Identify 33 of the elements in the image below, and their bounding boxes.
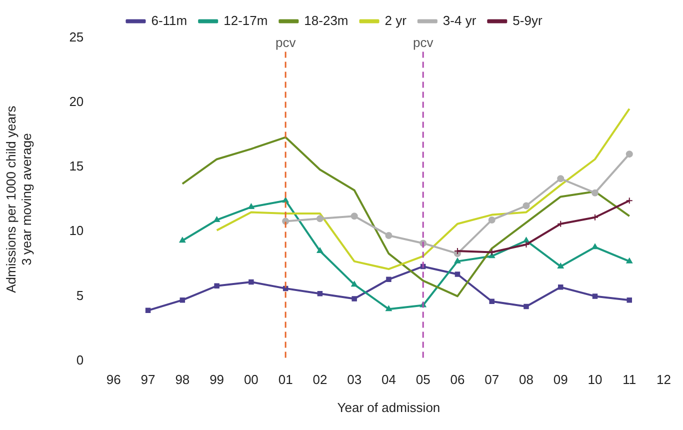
x-axis-title: Year of admission	[337, 400, 440, 415]
x-tick-label: 01	[278, 372, 293, 388]
y-tick-label: 5	[76, 288, 84, 303]
x-tick-label: 07	[484, 372, 500, 388]
x-tick-label: 06	[450, 372, 465, 388]
x-tick-label: 99	[210, 372, 224, 388]
legend-label: 12-17m	[224, 12, 268, 28]
y-tick-label: 10	[69, 223, 84, 238]
y-tick-label: 20	[69, 94, 84, 109]
x-tick-label: 97	[140, 372, 156, 388]
legend-label: 2 yr	[384, 12, 408, 28]
y-tick-label: 0	[76, 352, 84, 368]
x-tick-label: 08	[519, 372, 534, 388]
y-axis-title: Admissions per 1000 child years 3 year moving average	[3, 105, 34, 293]
legend-label: 18-23m	[304, 12, 348, 28]
legend-label: 6-11m	[151, 12, 188, 28]
x-tick-label: 10	[588, 372, 602, 388]
x-tick-label: 11	[622, 372, 636, 388]
x-tick-label: 98	[175, 372, 190, 388]
x-tick-label: 04	[381, 372, 396, 388]
x-tick-label: 00	[244, 372, 258, 388]
y-tick-label: 25	[69, 29, 84, 44]
x-tick-label: 12	[656, 372, 672, 388]
legend-label: 5-9yr	[512, 12, 543, 28]
x-tick-label: 96	[106, 372, 121, 388]
x-tick-label: 03	[347, 372, 362, 388]
y-tick-label: 15	[69, 158, 84, 174]
legend-label: 3-4 yr	[442, 12, 477, 28]
x-tick-label: 02	[312, 372, 328, 388]
x-tick-label: 09	[553, 372, 568, 388]
ref-line-label: pcv	[412, 34, 434, 50]
x-tick-label: 05	[416, 372, 430, 388]
ref-line-label: pcv	[275, 34, 296, 50]
